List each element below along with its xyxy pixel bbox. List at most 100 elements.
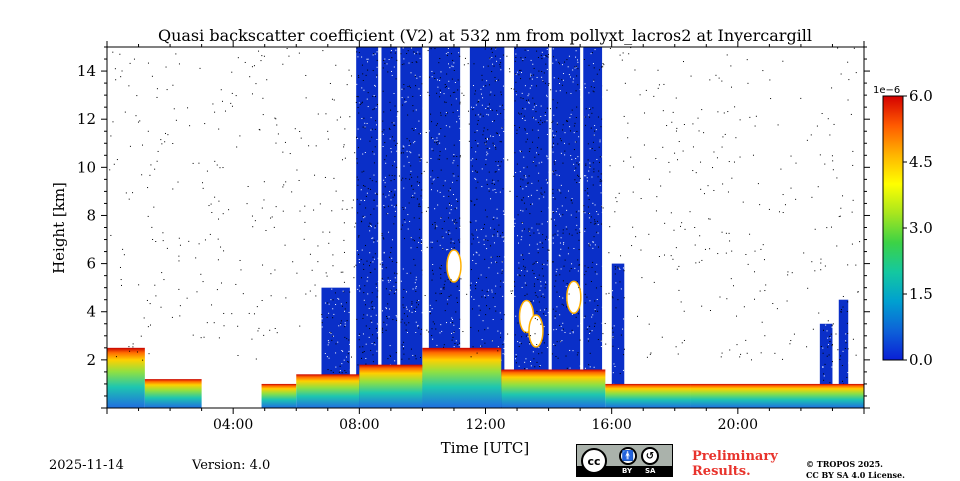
noise-dot xyxy=(623,297,625,299)
noise-dot xyxy=(299,325,301,327)
speckle xyxy=(388,293,390,295)
speckle xyxy=(547,249,549,251)
speckle xyxy=(417,325,419,327)
noise-dot xyxy=(551,121,553,123)
speckle xyxy=(451,65,453,67)
speckle xyxy=(346,338,348,340)
speckle xyxy=(554,163,556,165)
noise-dot xyxy=(231,92,233,94)
noise-dot xyxy=(299,130,301,132)
noise-dot xyxy=(402,304,404,306)
noise-dot xyxy=(435,224,437,226)
speckle xyxy=(534,103,536,105)
noise-dot xyxy=(548,249,550,251)
speckle xyxy=(492,189,494,191)
speckle xyxy=(383,179,385,181)
noise-dot xyxy=(731,250,733,252)
noise-dot xyxy=(776,308,778,310)
speckle xyxy=(564,154,566,156)
speckle xyxy=(361,357,363,359)
speckle xyxy=(389,138,391,140)
speckle xyxy=(584,265,586,267)
noise-dot xyxy=(206,170,208,172)
speckle xyxy=(361,221,363,223)
speckle xyxy=(587,195,589,197)
speckle xyxy=(457,79,459,81)
speckle xyxy=(431,70,433,72)
speckle xyxy=(409,87,411,89)
cc-license-badge[interactable]: cc 🚹 ↺ BY SA xyxy=(576,444,673,477)
speckle xyxy=(482,227,484,229)
noise-dot xyxy=(426,329,428,331)
speckle xyxy=(376,51,378,53)
speckle xyxy=(516,132,518,134)
speckle xyxy=(552,211,554,213)
speckle xyxy=(584,175,586,177)
speckle xyxy=(483,244,485,246)
speckle xyxy=(358,235,360,237)
speckle xyxy=(594,300,596,302)
noise-dot xyxy=(292,261,294,263)
speckle xyxy=(418,203,420,205)
noise-dot xyxy=(270,217,272,219)
speckle xyxy=(440,277,442,279)
speckle xyxy=(537,248,539,250)
noise-dot xyxy=(618,192,620,194)
speckle xyxy=(382,332,384,334)
noise-dot xyxy=(223,250,225,252)
speckle xyxy=(364,285,366,287)
noise-dot xyxy=(765,284,767,286)
noise-dot xyxy=(261,299,263,301)
noise-dot xyxy=(192,334,194,336)
speckle xyxy=(437,176,439,178)
speckle xyxy=(412,354,414,356)
noise-dot xyxy=(129,350,131,352)
speckle xyxy=(572,331,574,333)
noise-dot xyxy=(604,323,606,325)
speckle xyxy=(513,225,515,227)
speckle xyxy=(524,119,526,121)
speckle xyxy=(559,90,561,92)
speckle xyxy=(580,96,582,98)
speckle xyxy=(450,238,452,240)
noise-dot xyxy=(717,253,719,255)
speckle xyxy=(575,158,577,160)
speckle xyxy=(400,321,402,323)
noise-dot xyxy=(173,108,175,110)
noise-dot xyxy=(161,143,163,145)
speckle xyxy=(500,332,502,334)
speckle xyxy=(452,336,454,338)
speckle xyxy=(428,130,430,132)
speckle xyxy=(518,365,520,367)
speckle xyxy=(562,162,564,164)
speckle xyxy=(458,115,460,117)
speckle xyxy=(547,221,549,223)
speckle xyxy=(451,78,453,80)
speckle xyxy=(569,126,571,128)
noise-dot xyxy=(335,190,337,192)
speckle xyxy=(585,283,587,285)
speckle xyxy=(341,372,343,374)
speckle xyxy=(497,272,499,274)
speckle xyxy=(470,326,472,328)
speckle xyxy=(495,132,497,134)
speckle xyxy=(557,234,559,236)
noise-dot xyxy=(800,97,802,99)
speckle xyxy=(502,85,504,87)
noise-dot xyxy=(367,92,369,94)
speckle xyxy=(541,161,543,163)
speckle xyxy=(533,106,535,108)
noise-dot xyxy=(563,304,565,306)
speckle xyxy=(831,324,833,326)
noise-dot xyxy=(151,75,153,77)
noise-dot xyxy=(221,282,223,284)
speckle xyxy=(456,180,458,182)
speckle xyxy=(386,324,388,326)
speckle xyxy=(395,291,397,293)
noise-dot xyxy=(608,252,610,254)
noise-dot xyxy=(754,271,756,273)
noise-dot xyxy=(709,310,711,312)
noise-dot xyxy=(150,164,152,166)
noise-dot xyxy=(142,144,144,146)
speckle xyxy=(390,50,392,52)
